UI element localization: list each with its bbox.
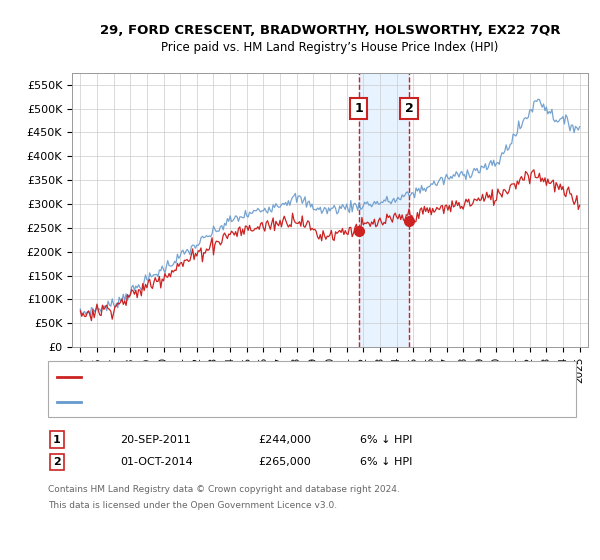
Text: 29, FORD CRESCENT, BRADWORTHY, HOLSWORTHY, EX22 7QR (detached house): 29, FORD CRESCENT, BRADWORTHY, HOLSWORTH… <box>87 372 509 382</box>
Text: This data is licensed under the Open Government Licence v3.0.: This data is licensed under the Open Gov… <box>48 501 337 510</box>
Text: Price paid vs. HM Land Registry’s House Price Index (HPI): Price paid vs. HM Land Registry’s House … <box>161 41 499 54</box>
Text: 29, FORD CRESCENT, BRADWORTHY, HOLSWORTHY, EX22 7QR: 29, FORD CRESCENT, BRADWORTHY, HOLSWORTH… <box>100 24 560 38</box>
Text: 6% ↓ HPI: 6% ↓ HPI <box>360 457 412 467</box>
Text: 6% ↓ HPI: 6% ↓ HPI <box>360 435 412 445</box>
Text: 2: 2 <box>404 102 413 115</box>
Text: £244,000: £244,000 <box>258 435 311 445</box>
Bar <box>359 73 409 347</box>
Text: 1: 1 <box>354 102 363 115</box>
Text: 01-OCT-2014: 01-OCT-2014 <box>120 457 193 467</box>
Text: 2: 2 <box>53 457 61 467</box>
Text: £265,000: £265,000 <box>258 457 311 467</box>
Text: HPI: Average price, detached house, Torridge: HPI: Average price, detached house, Torr… <box>87 396 322 407</box>
Text: 20-SEP-2011: 20-SEP-2011 <box>120 435 191 445</box>
Text: 1: 1 <box>53 435 61 445</box>
Text: Contains HM Land Registry data © Crown copyright and database right 2024.: Contains HM Land Registry data © Crown c… <box>48 486 400 494</box>
